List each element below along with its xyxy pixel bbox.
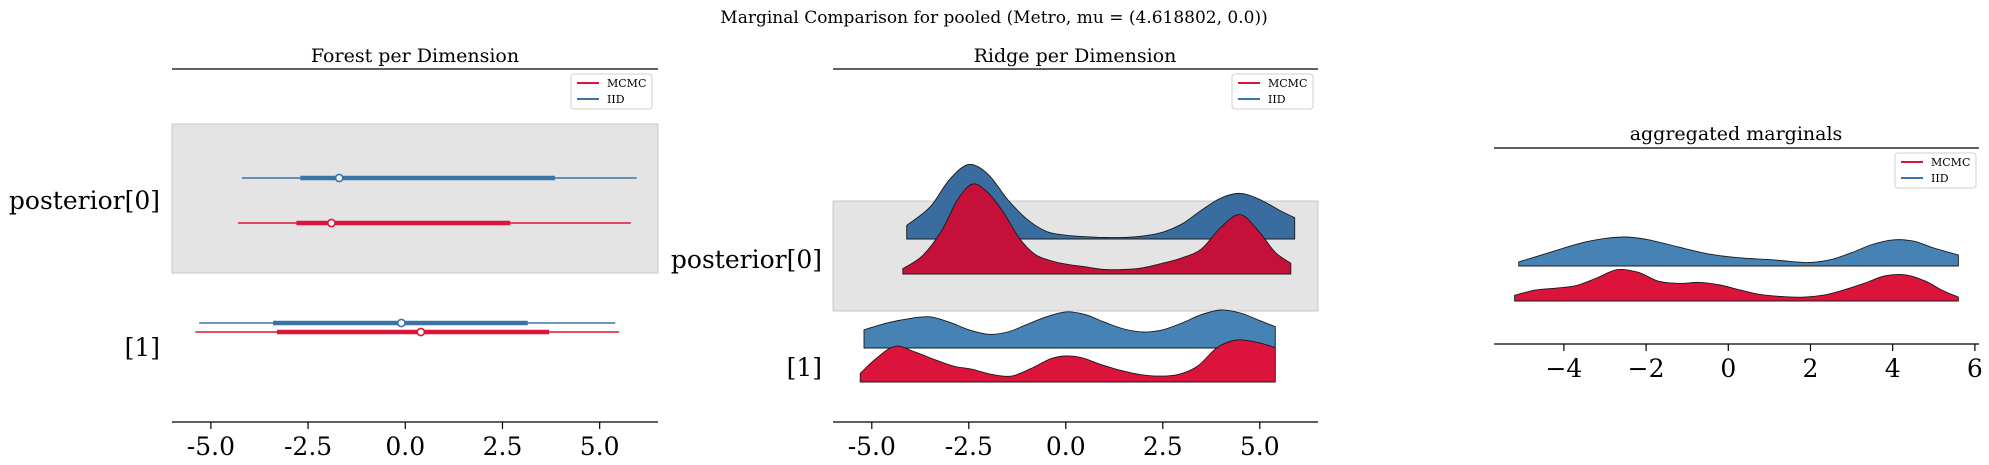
ridge-density-iid-row1 xyxy=(863,309,1276,349)
legend-mcmc-label: MCMC xyxy=(1268,77,1307,90)
figure-suptitle: Marginal Comparison for pooled (Metro, m… xyxy=(720,8,1267,28)
2-xtick-label: 4 xyxy=(1885,354,1901,383)
forest-row-label-1: [1] xyxy=(125,333,160,362)
legend-iid-label: IID xyxy=(1268,93,1286,106)
ridge-row-label-1: [1] xyxy=(787,353,822,382)
0-xtick-label: 0.0 xyxy=(385,432,425,461)
aggregated-density-mcmc xyxy=(1514,268,1959,302)
ridge-row-label-0: posterior[0] xyxy=(671,245,822,274)
2-xtick-label: 0 xyxy=(1720,354,1736,383)
1-xtick-label: 2.5 xyxy=(1143,432,1183,461)
aggregated-legend: MCMC IID xyxy=(1894,152,1977,189)
forest-point-iid-row0 xyxy=(334,173,344,183)
ridge-density-mcmc-row0 xyxy=(902,183,1292,275)
ridge-legend: MCMC IID xyxy=(1231,73,1314,110)
0-xtick-label: 5.0 xyxy=(580,432,620,461)
1-xtick-label: -2.5 xyxy=(945,432,993,461)
ridge-title: Ridge per Dimension xyxy=(974,45,1177,67)
0-xtick-label: -2.5 xyxy=(284,432,332,461)
forest-band-posterior0 xyxy=(171,123,659,274)
forest-point-mcmc-row0 xyxy=(327,218,336,228)
2-xtick-label: −2 xyxy=(1628,354,1665,383)
ridge-density-mcmc-row1 xyxy=(859,339,1276,383)
1-xtick-label: -5.0 xyxy=(848,432,896,461)
1-xtick-label: 5.0 xyxy=(1240,432,1280,461)
legend-iid-label: IID xyxy=(607,93,625,106)
ridge-panel: Ridge per Dimension posterior[0] [1] -5.… xyxy=(671,45,1319,461)
2-xtick-label: 2 xyxy=(1803,354,1819,383)
2-xtick-label: −4 xyxy=(1545,354,1582,383)
2-xtick-label: 6 xyxy=(1967,354,1983,383)
aggregated-title: aggregated marginals xyxy=(1630,123,1843,145)
0-xtick-label: -5.0 xyxy=(187,432,235,461)
legend-mcmc-label: MCMC xyxy=(607,77,646,90)
0-xtick-label: 2.5 xyxy=(483,432,523,461)
forest-point-iid-row1 xyxy=(396,318,406,328)
1-xtick-label: 0.0 xyxy=(1046,432,1086,461)
aggregated-density-iid xyxy=(1518,236,1959,267)
aggregated-panel: aggregated marginals −4 −2 0 2 4 6 MCMC IID xyxy=(1494,123,1983,383)
forest-panel: Forest per Dimension posterior[0] [1] -5… xyxy=(9,45,659,461)
forest-point-mcmc-row1 xyxy=(416,327,426,337)
forest-row-label-0: posterior[0] xyxy=(9,186,160,215)
forest-legend: MCMC IID xyxy=(570,73,653,110)
forest-title: Forest per Dimension xyxy=(311,45,519,67)
legend-iid-label: IID xyxy=(1931,172,1949,185)
legend-mcmc-label: MCMC xyxy=(1931,156,1970,169)
